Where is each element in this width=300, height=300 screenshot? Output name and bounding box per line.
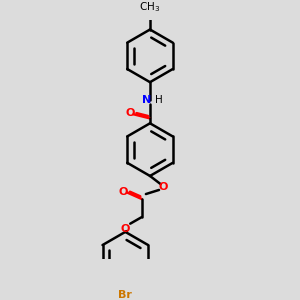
Text: CH$_3$: CH$_3$ xyxy=(140,1,160,14)
Text: O: O xyxy=(118,187,128,196)
Text: O: O xyxy=(125,108,134,118)
Text: Br: Br xyxy=(118,290,132,300)
Text: O: O xyxy=(121,224,130,234)
Text: N: N xyxy=(142,95,152,105)
Text: H: H xyxy=(155,95,163,105)
Text: O: O xyxy=(158,182,168,193)
